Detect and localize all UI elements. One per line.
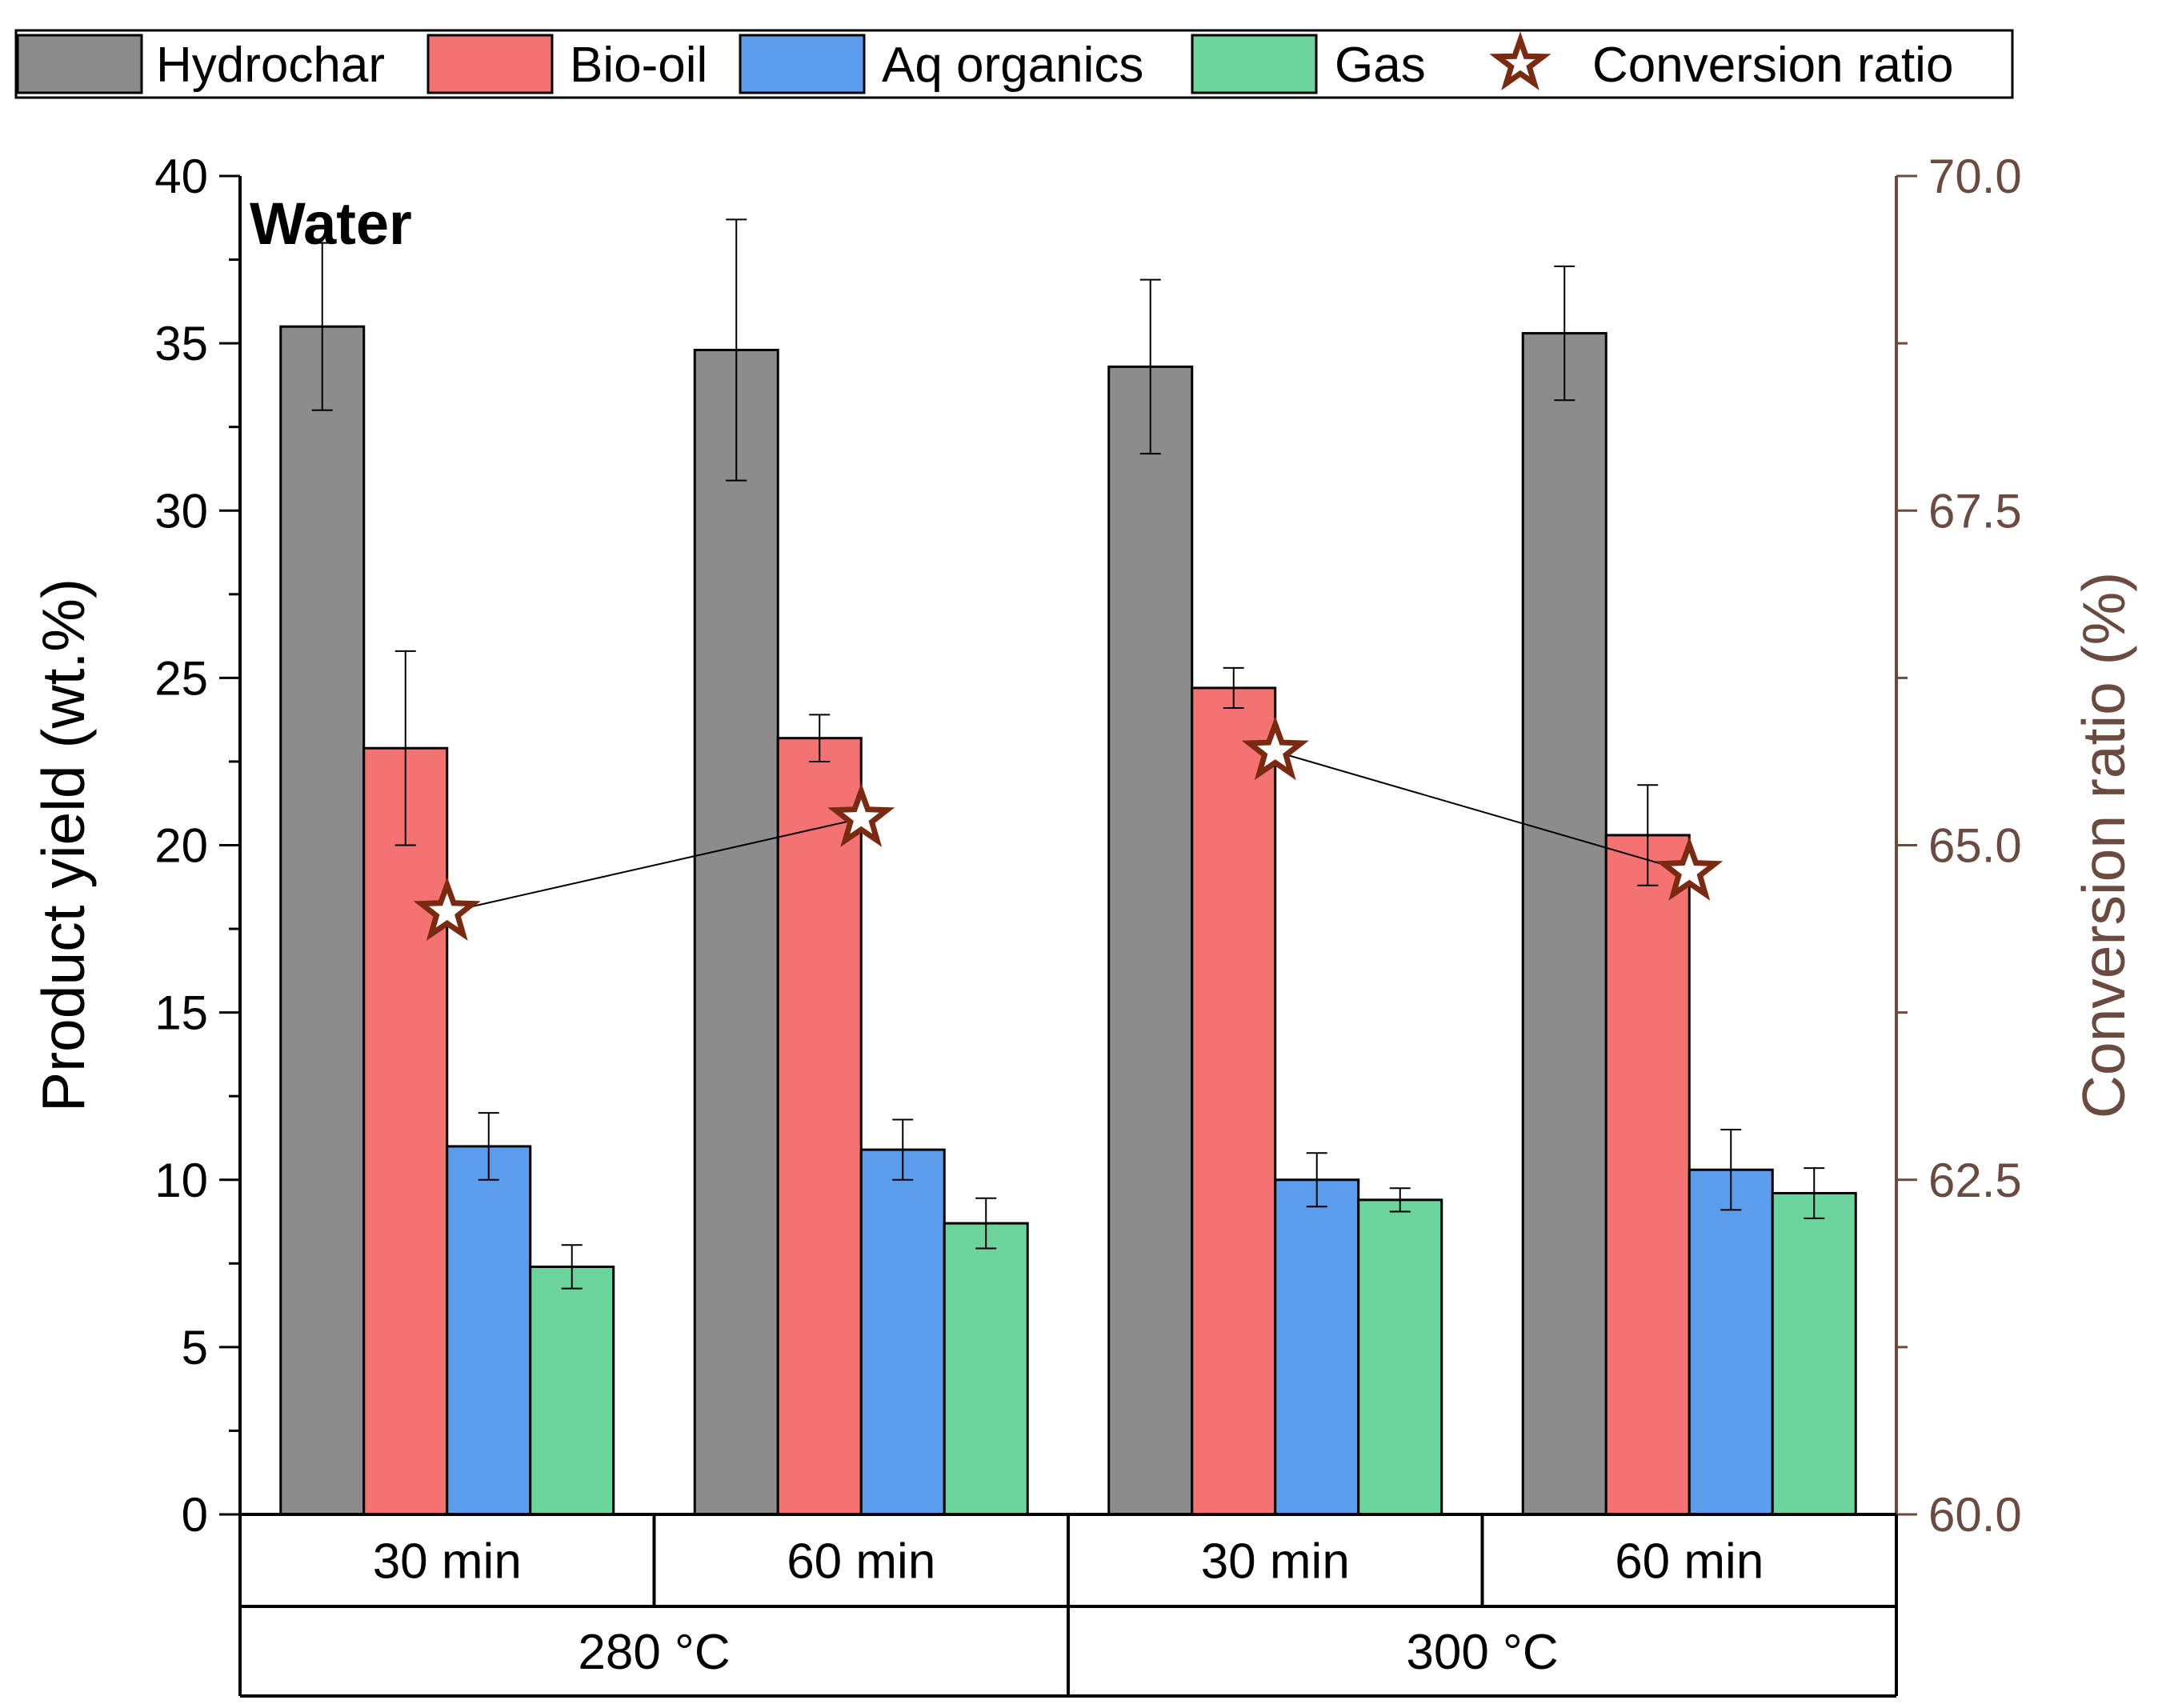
bar <box>279 325 366 1516</box>
legend-swatch <box>16 34 143 94</box>
y-tick-label: 35 <box>154 317 208 370</box>
conversion-ratio-marker <box>1241 716 1309 781</box>
bar <box>1107 365 1194 1516</box>
conversion-ratio-segment <box>1275 750 1690 873</box>
bar <box>1357 1198 1443 1516</box>
bar <box>529 1265 615 1516</box>
y-tick-label: 15 <box>154 986 208 1040</box>
y-tick-label: 25 <box>154 651 208 705</box>
bar <box>943 1222 1029 1516</box>
bar <box>362 746 449 1516</box>
bar <box>1771 1191 1857 1516</box>
bar <box>1191 686 1277 1516</box>
category-table: 30 min 60 min 30 min 60 min 280 °C 300 °C <box>238 1514 1898 1698</box>
legend-star-marker <box>1489 31 1551 90</box>
y-tick-label: 10 <box>154 1154 208 1207</box>
y2-tick-label: 70.0 <box>1928 150 2022 203</box>
panel-label: Water <box>250 190 412 257</box>
axes: 0 5 10 15 20 25 30 35 40 60.0 62.5 65.0 67.5 70.0 <box>154 150 2022 1542</box>
legend: Hydrochar Bio-oil Aq organics Gas Conversion… <box>14 29 2014 99</box>
y2-tick-label: 67.5 <box>1928 484 2022 538</box>
x-category-label: 60 min <box>787 1534 935 1590</box>
legend-label: Hydrochar <box>156 38 385 93</box>
x-group-label: 280 °C <box>578 1625 730 1680</box>
conversion-ratio-marker <box>1656 836 1724 901</box>
y2-tick-label: 62.5 <box>1928 1154 2022 1207</box>
bar <box>859 1148 946 1516</box>
error-bars <box>311 218 1825 1290</box>
y-tick-label: 40 <box>154 150 208 203</box>
bars <box>279 325 1857 1516</box>
bar <box>1604 834 1691 1516</box>
legend-label: Bio-oil <box>570 38 707 93</box>
y-tick-label: 0 <box>182 1488 208 1542</box>
x-category-label: 60 min <box>1615 1534 1764 1590</box>
bar <box>1274 1178 1360 1516</box>
legend-label: Aq organics <box>882 38 1143 93</box>
legend-swatch <box>739 34 866 94</box>
legend-label: Gas <box>1335 38 1426 93</box>
legend-box <box>14 29 2014 99</box>
bar <box>1521 332 1607 1516</box>
y2-tick-label: 60.0 <box>1928 1488 2022 1542</box>
bar <box>776 737 863 1516</box>
y2-tick-label: 65.0 <box>1928 819 2022 873</box>
conversion-ratio-line <box>413 716 1724 941</box>
y2-axis-title: Conversion ratio (%) <box>2070 572 2137 1119</box>
y-tick-label: 5 <box>182 1321 208 1374</box>
bar <box>1688 1168 1774 1516</box>
legend-swatch <box>1191 34 1318 94</box>
conversion-ratio-segment <box>446 818 862 914</box>
legend-label: Conversion ratio <box>1592 38 1953 93</box>
conversion-ratio-marker <box>413 876 481 941</box>
bar <box>693 348 779 1516</box>
legend-swatch <box>426 34 554 94</box>
conversion-ratio-marker <box>827 782 895 847</box>
x-category-label: 30 min <box>1201 1534 1350 1590</box>
bar <box>446 1145 532 1516</box>
y-tick-label: 20 <box>154 819 208 873</box>
x-group-label: 300 °C <box>1406 1625 1558 1680</box>
x-category-label: 30 min <box>373 1534 522 1590</box>
y-tick-label: 30 <box>154 484 208 538</box>
y-axis-title: Product yield (wt.%) <box>30 578 97 1112</box>
